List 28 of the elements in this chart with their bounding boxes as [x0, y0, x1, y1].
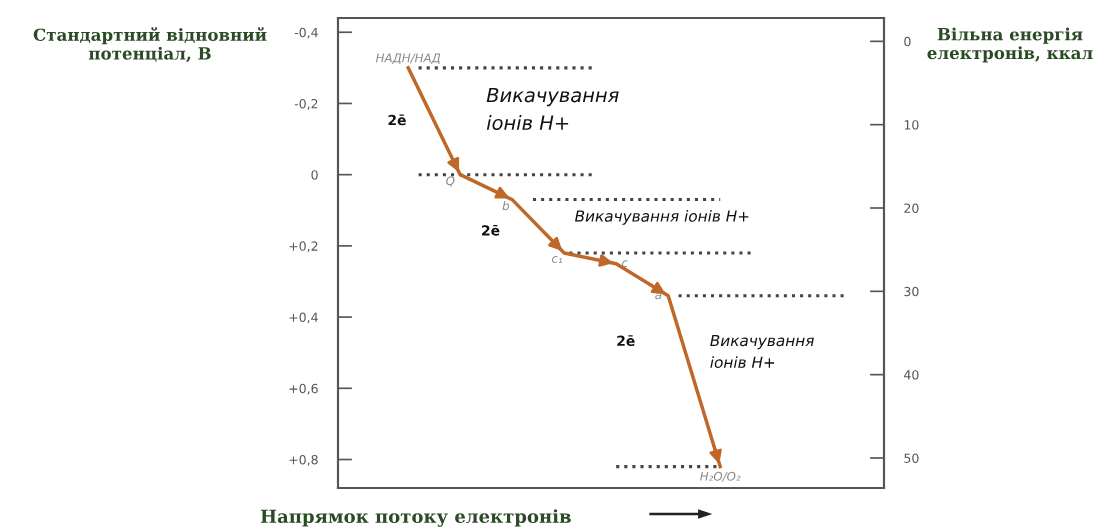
y2-tick-label: 10: [904, 120, 919, 130]
annotation: Викачування іонів H+: [575, 210, 749, 225]
y-tick-label: 0: [311, 170, 318, 180]
y2-tick-label: 0: [904, 36, 911, 47]
annotation: H₂O/O₂: [700, 471, 741, 482]
y-axis-title: Стандартний відновний потенціал, В: [33, 27, 267, 63]
y2-axis-title: Вільна енергія електронів, ккал: [927, 27, 1093, 63]
annotation: 2ē: [482, 224, 500, 236]
annotation: НАДН/НАД: [375, 53, 441, 65]
y-tick-label: +0,6: [289, 383, 318, 395]
y-tick-label: -0,2: [294, 98, 318, 110]
annotation: 2ē: [617, 335, 635, 347]
y2-tick-label: 50: [904, 453, 919, 463]
annotation: Викачування іонів H+: [486, 87, 619, 131]
annotation: Викачування іонів H+: [710, 334, 814, 369]
annotation: 2ē: [388, 114, 406, 126]
y2-tick-label: 40: [904, 370, 919, 380]
y-tick-label: -0,4: [294, 27, 318, 39]
y-tick-label: +0,2: [289, 241, 318, 253]
x-axis-title: Напрямок потоку електронів: [260, 509, 571, 527]
annotation: c₁: [551, 256, 562, 263]
y2-tick-label: 30: [904, 286, 919, 297]
y-tick-label: +0,4: [289, 312, 318, 324]
annotation: c: [621, 260, 628, 268]
annotation: Q: [446, 176, 455, 187]
y-tick-label: +0,8: [289, 454, 318, 466]
annotation: b: [502, 201, 510, 211]
y2-tick-label: 20: [904, 203, 919, 213]
